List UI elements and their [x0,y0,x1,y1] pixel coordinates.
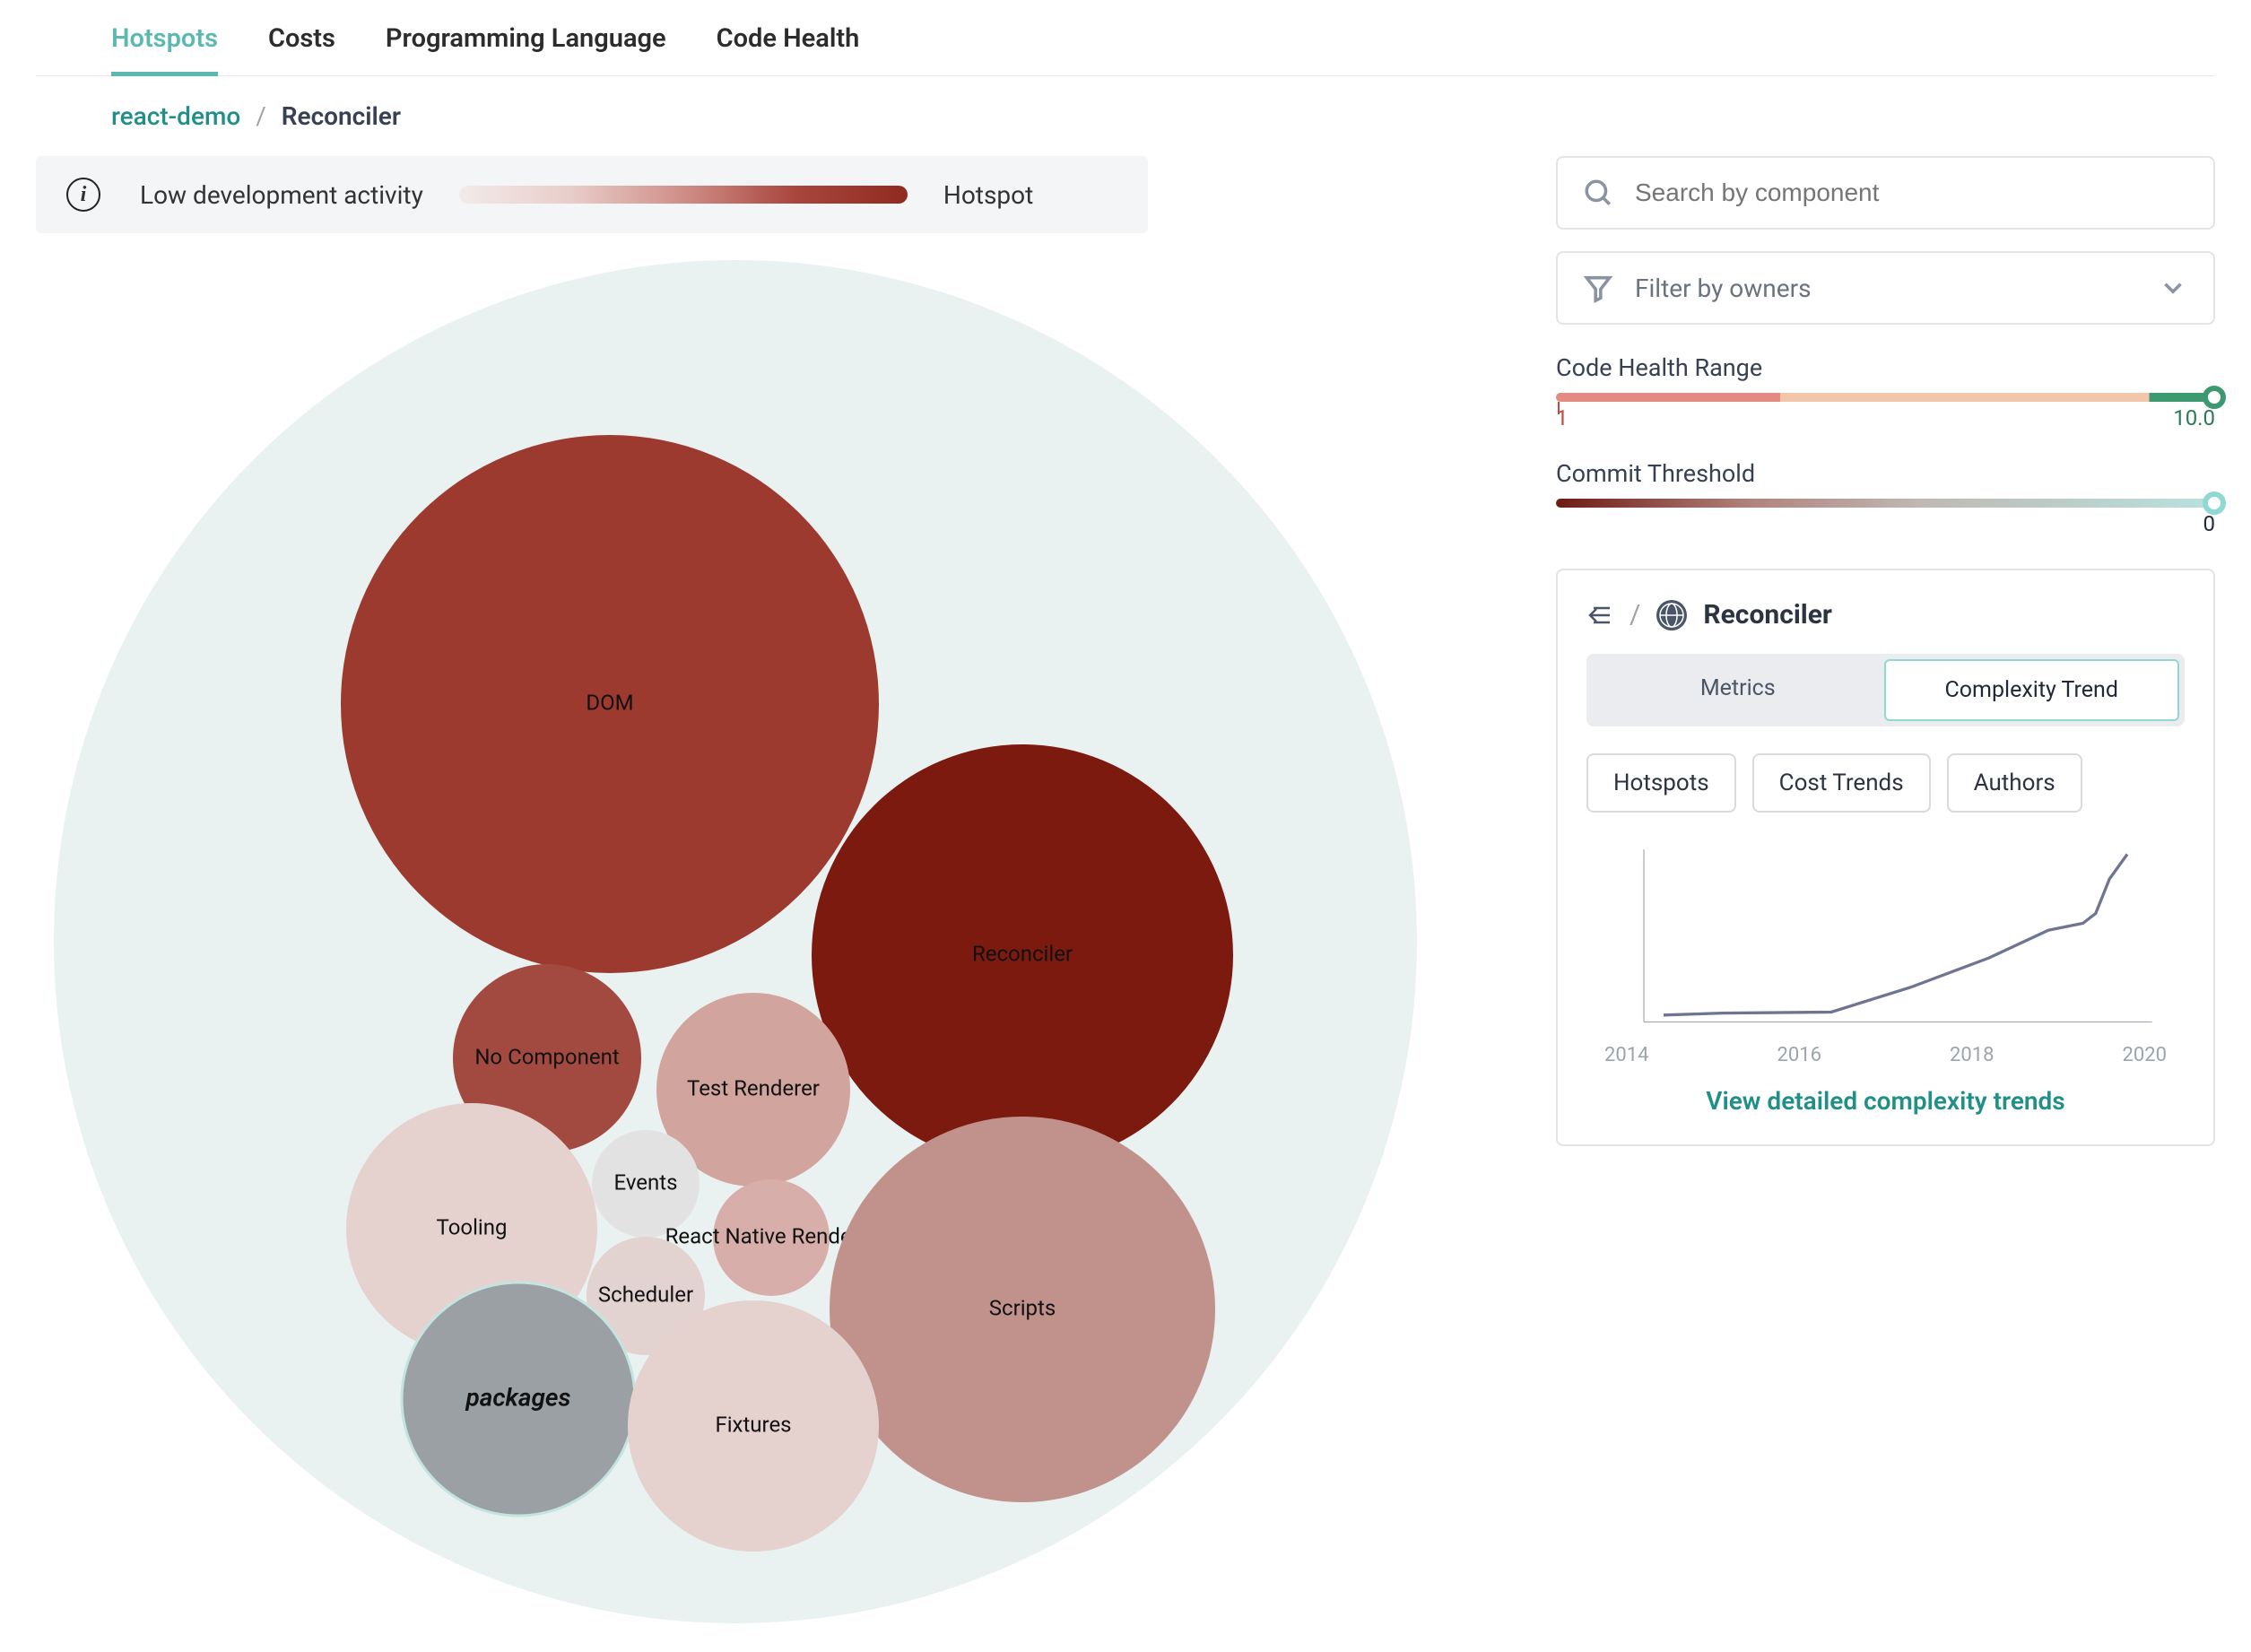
axis-label: 2014 [1604,1044,1648,1066]
bubble-label: Test Renderer [687,1075,820,1100]
filter-control[interactable]: Filter by owners [1556,251,2215,325]
pill-authors[interactable]: Authors [1947,753,2082,813]
tabs: Hotspots Costs Programming Language Code He… [36,0,2215,76]
health-slider-section: Code Health Range 1 10.0 [1556,353,2215,430]
commit-slider-section: Commit Threshold 0 [1556,459,2215,536]
health-slider-handle[interactable] [2203,386,2226,409]
axis-label: 2016 [1777,1044,1821,1066]
health-slider-label: Code Health Range [1556,353,2215,382]
bubble-label: No Component [474,1044,620,1069]
bubble-label: Reconciler [972,941,1073,966]
bubble-label: Scheduler [598,1282,693,1307]
commit-slider-label: Commit Threshold [1556,459,2215,488]
axis-label: 2018 [1950,1044,1994,1066]
bubble-label: Events [613,1169,677,1195]
bubble-label: Scripts [989,1295,1056,1320]
search-control[interactable] [1556,156,2215,230]
tab-programming-language[interactable]: Programming Language [386,16,666,75]
legend-low-label: Low development activity [140,180,423,210]
bubble-svg: DOM Reconciler No Component Test Renderer To… [36,242,1435,1641]
info-icon[interactable]: i [66,178,100,212]
complexity-trend-chart [1586,839,2185,1037]
commit-slider-track[interactable] [1556,499,2215,508]
bubble-label: packages [465,1382,571,1412]
segmented-control: MetricsComplexity Trend [1586,654,2185,726]
back-icon[interactable] [1586,604,1613,626]
pill-hotspots[interactable]: Hotspots [1586,753,1736,813]
globe-icon [1656,600,1687,630]
card-header: / Reconciler [1586,599,2185,630]
trend-chart-axis: 2014 2016 2018 2020 [1586,1044,2185,1066]
legend-gradient [459,186,908,204]
commit-slider-handle[interactable] [2203,491,2226,515]
breadcrumb-root[interactable]: react-demo [111,101,240,131]
health-max-label: 10.0 [2173,405,2215,430]
pill-row: Hotspots Cost Trends Authors [1586,753,2185,813]
breadcrumb-separator: / [256,101,266,131]
search-icon [1583,178,1613,208]
card-breadcrumb-separator: / [1630,599,1640,630]
filter-icon [1583,273,1613,303]
axis-label: 2020 [2123,1044,2167,1066]
tab-code-health[interactable]: Code Health [717,16,860,75]
search-input[interactable] [1635,178,2188,207]
tab-hotspots[interactable]: Hotspots [111,16,218,75]
bubble-label: DOM [586,690,633,715]
filter-placeholder: Filter by owners [1635,274,1812,303]
card-title: Reconciler [1703,599,1832,630]
commit-max-label: 0 [2203,511,2216,536]
view-detailed-link[interactable]: View detailed complexity trends [1586,1086,2185,1116]
legend-high-label: Hotspot [943,180,1033,210]
bubble-chart[interactable]: DOM Reconciler No Component Test Renderer To… [36,242,1435,1641]
detail-card: / Reconciler MetricsComplexity Trend Hot… [1556,569,2215,1146]
segment-complexity-trend[interactable]: Complexity Trend [1884,659,2180,721]
trend-line [1664,855,2127,1015]
breadcrumb: react-demo / Reconciler [36,76,2215,156]
segment-metrics[interactable]: Metrics [1592,659,1884,721]
bubble-label: Fixtures [715,1412,791,1437]
hotspot-legend: i Low development activity Hotspot [36,156,1148,233]
health-slider-track[interactable] [1556,393,2215,402]
tab-costs[interactable]: Costs [268,16,335,75]
breadcrumb-current: Reconciler [282,101,401,131]
pill-cost-trends[interactable]: Cost Trends [1752,753,1931,813]
bubble-label: Tooling [437,1214,508,1239]
health-slider-tick [1558,402,1560,414]
chevron-down-icon [2158,273,2188,303]
